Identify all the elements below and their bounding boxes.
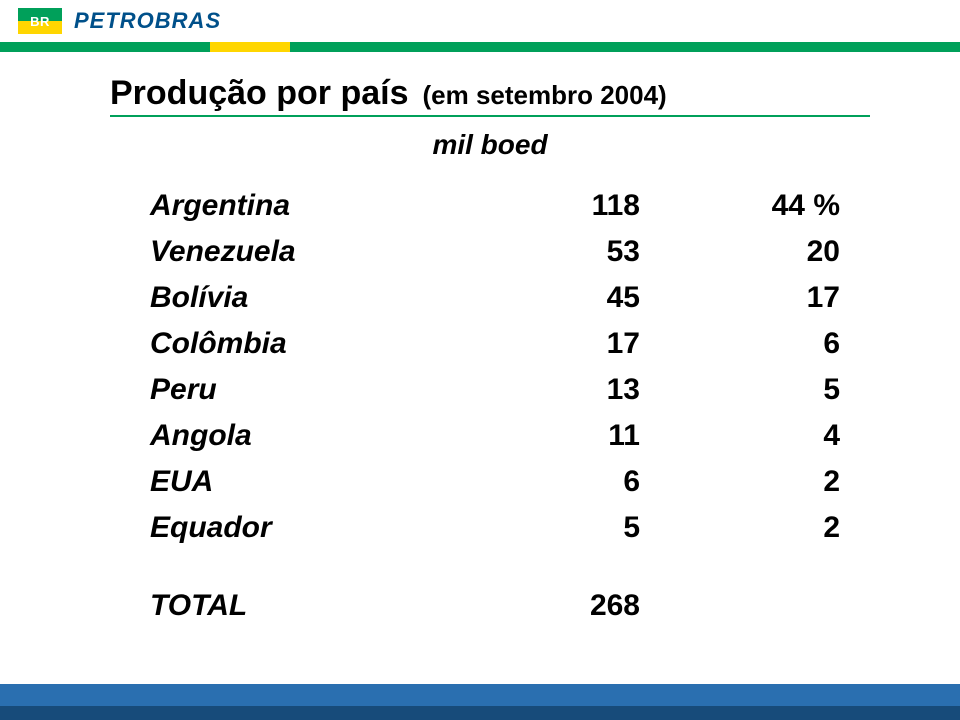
value-cell: 11 (480, 419, 640, 453)
table-row: EUA 6 2 (150, 465, 870, 499)
country-cell: Colômbia (150, 327, 480, 361)
country-cell: Argentina (150, 189, 480, 223)
table-row: Bolívia 45 17 (150, 281, 870, 315)
table-row: Venezuela 53 20 (150, 235, 870, 269)
country-cell: Peru (150, 373, 480, 407)
stripe-green-left (0, 42, 210, 52)
table-row: Peru 13 5 (150, 373, 870, 407)
value-cell: 118 (480, 189, 640, 223)
value-cell: 53 (480, 235, 640, 269)
production-table: Argentina 118 44 % Venezuela 53 20 Bolív… (150, 189, 870, 623)
stripe-green-right (290, 42, 960, 52)
pct-cell: 2 (640, 465, 840, 499)
table-row: Equador 5 2 (150, 511, 870, 545)
value-cell: 5 (480, 511, 640, 545)
pct-cell: 17 (640, 281, 840, 315)
country-cell: Bolívia (150, 281, 480, 315)
country-cell: Angola (150, 419, 480, 453)
page-title: Produção por país (110, 74, 409, 113)
table-row: Angola 11 4 (150, 419, 870, 453)
unit-label: mil boed (110, 129, 870, 161)
pct-cell: 20 (640, 235, 840, 269)
title-row: Produção por país (em setembro 2004) (110, 74, 870, 113)
footer-bar-light (0, 684, 960, 706)
total-value: 268 (480, 589, 640, 623)
value-cell: 17 (480, 327, 640, 361)
table-row: Colômbia 17 6 (150, 327, 870, 361)
pct-cell: 6 (640, 327, 840, 361)
header-stripe (0, 42, 960, 52)
logo-text: BR (30, 14, 50, 29)
content-area: Produção por país (em setembro 2004) mil… (0, 52, 960, 623)
company-name: PETROBRAS (74, 8, 221, 34)
value-cell: 6 (480, 465, 640, 499)
pct-cell: 2 (640, 511, 840, 545)
country-cell: EUA (150, 465, 480, 499)
country-cell: Venezuela (150, 235, 480, 269)
total-label: TOTAL (150, 589, 480, 623)
value-cell: 45 (480, 281, 640, 315)
pct-cell: 44 % (640, 189, 840, 223)
stripe-yellow (210, 42, 290, 52)
page-subtitle: (em setembro 2004) (423, 80, 667, 111)
total-row: TOTAL 268 (150, 589, 870, 623)
header: BR PETROBRAS (0, 0, 960, 42)
petrobras-logo-icon: BR (18, 8, 62, 34)
title-underline (110, 115, 870, 117)
pct-cell: 5 (640, 373, 840, 407)
footer-bar-dark (0, 706, 960, 720)
footer-stripe (0, 684, 960, 720)
country-cell: Equador (150, 511, 480, 545)
pct-cell: 4 (640, 419, 840, 453)
value-cell: 13 (480, 373, 640, 407)
table-row: Argentina 118 44 % (150, 189, 870, 223)
